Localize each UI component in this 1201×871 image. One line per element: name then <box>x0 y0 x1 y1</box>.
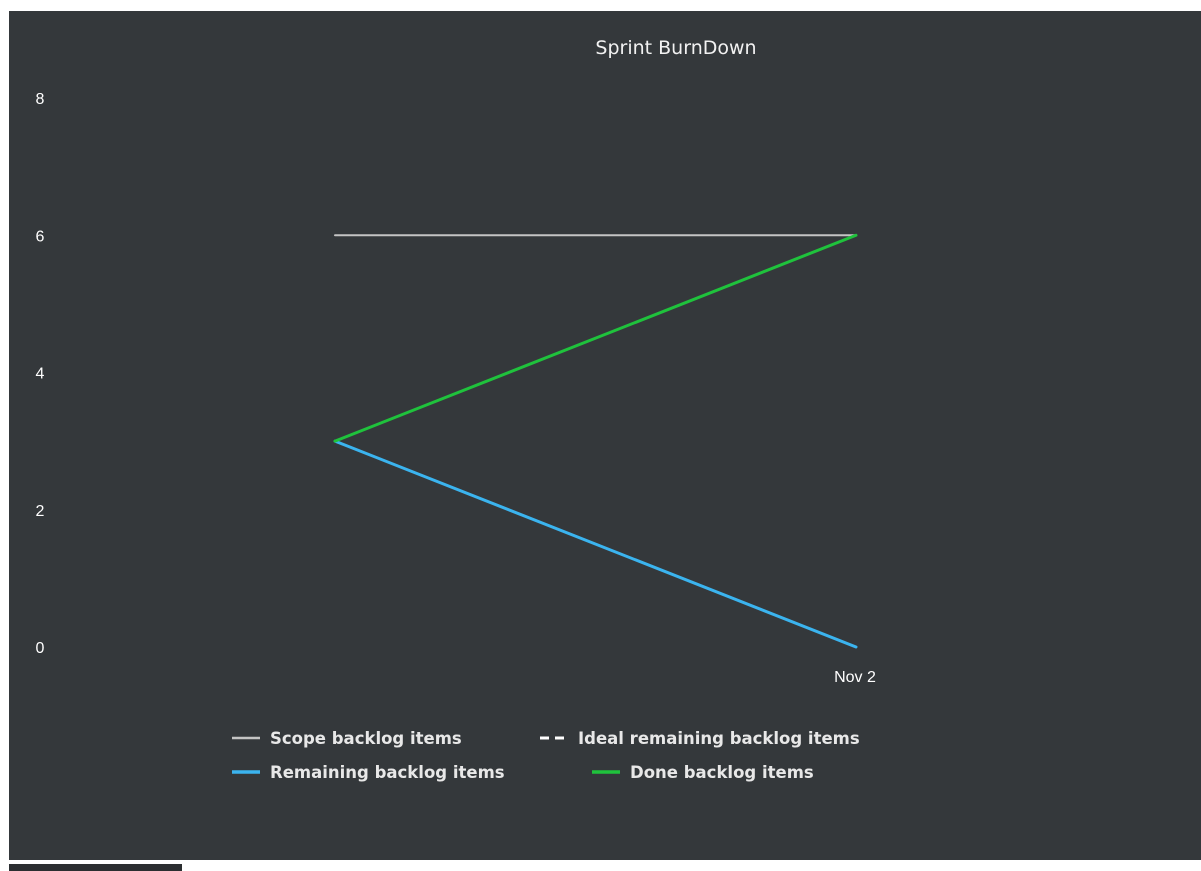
legend-label-done-backlog-items: Done backlog items <box>630 763 814 782</box>
bottom-strip <box>0 860 1201 871</box>
bottom-tab <box>9 864 182 871</box>
chart-title: Sprint BurnDown <box>595 37 756 59</box>
legend-label-scope-backlog-items: Scope backlog items <box>270 729 462 748</box>
series-lines <box>333 233 858 649</box>
series-line-done-backlog-items <box>333 233 858 443</box>
legend-label-ideal-remaining-backlog-items: Ideal remaining backlog items <box>578 729 860 748</box>
y-axis-ticks: 0 2 4 6 8 <box>36 91 45 657</box>
y-tick-label: 2 <box>36 503 45 520</box>
y-tick-label: 6 <box>36 228 45 245</box>
x-axis-ticks: Nov 2 <box>834 669 876 686</box>
x-tick-label: Nov 2 <box>834 669 876 686</box>
chart-panel <box>9 11 1201 860</box>
y-tick-label: 8 <box>36 91 45 108</box>
legend-label-remaining-backlog-items: Remaining backlog items <box>270 763 505 782</box>
y-tick-label: 0 <box>36 640 45 657</box>
chart-legend: Scope backlog items Ideal remaining backl… <box>232 729 860 782</box>
series-line-remaining-backlog-items <box>333 439 858 649</box>
y-tick-label: 4 <box>36 366 45 383</box>
